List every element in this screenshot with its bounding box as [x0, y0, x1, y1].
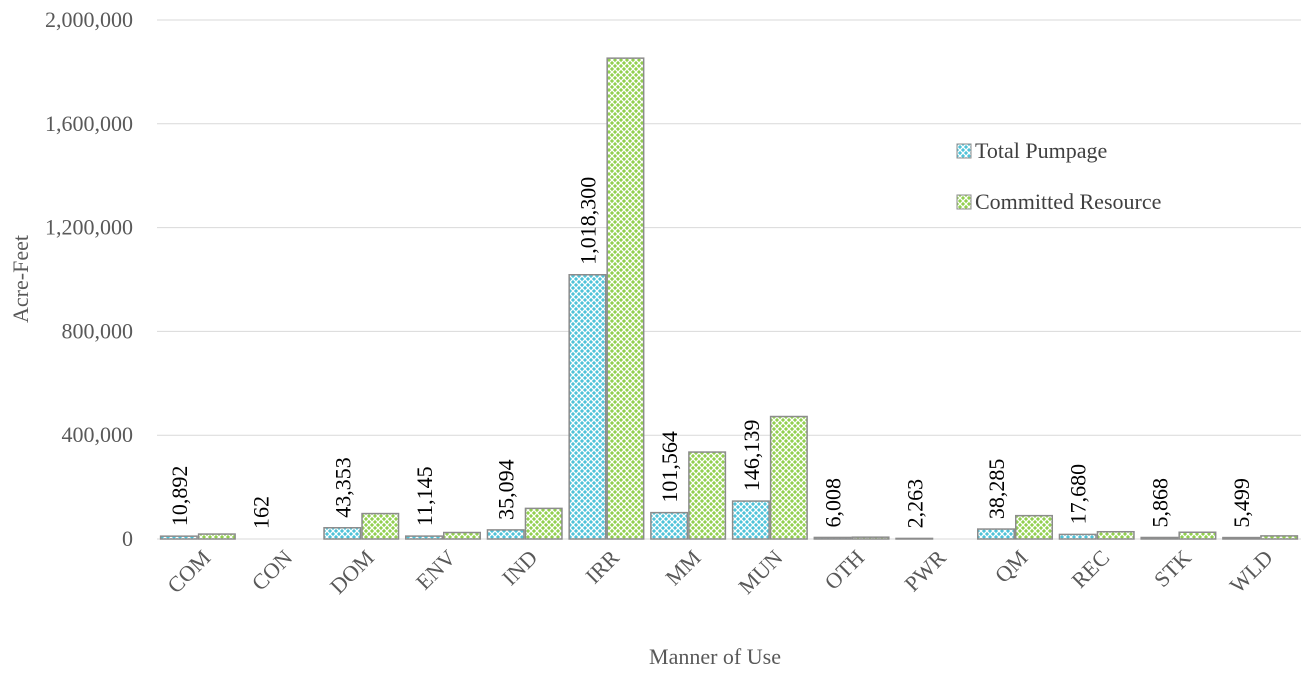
data-label-stk: 5,868 — [1147, 478, 1172, 528]
data-label-con: 162 — [249, 496, 274, 529]
bar-committed-resource-rec — [1097, 532, 1134, 539]
y-tick-label: 2,000,000 — [45, 7, 133, 32]
x-tick-label-mm: MM — [660, 545, 705, 590]
y-axis-title: Acre-Feet — [8, 235, 33, 323]
bar-committed-resource-com — [199, 534, 236, 539]
data-label-env: 11,145 — [412, 466, 437, 526]
bar-committed-resource-dom — [362, 514, 399, 539]
bar-committed-resource-qm — [1016, 516, 1053, 539]
bar-total-pumpage-ind — [487, 530, 524, 539]
x-axis-category-labels: COM CON DOM ENV IND IRR MM MUN OTH PWR QM REC STK WLD — [162, 545, 1277, 599]
bar-committed-resource-env — [444, 533, 481, 539]
bar-committed-resource-mm — [689, 452, 726, 539]
bar-total-pumpage-mm — [651, 513, 688, 539]
y-tick-label: 1,200,000 — [45, 215, 133, 240]
bar-total-pumpage-irr — [569, 275, 606, 539]
data-label-com: 10,892 — [167, 466, 192, 527]
x-tick-label-com: COM — [162, 545, 215, 598]
bar-total-pumpage-wld — [1223, 538, 1260, 539]
x-axis-title: Manner of Use — [649, 644, 781, 669]
legend-label-total-pumpage: Total Pumpage — [975, 138, 1107, 163]
x-tick-label-con: CON — [247, 545, 298, 596]
bar-total-pumpage-dom — [324, 528, 361, 539]
data-label-mm: 101,564 — [657, 431, 682, 503]
x-tick-label-stk: STK — [1149, 545, 1196, 592]
x-tick-label-env: ENV — [411, 545, 461, 595]
bar-committed-resource-oth — [852, 537, 889, 539]
bar-total-pumpage-com — [161, 536, 198, 539]
bar-total-pumpage-pwr — [896, 538, 933, 539]
x-tick-label-irr: IRR — [580, 545, 624, 589]
data-label-pwr: 2,263 — [902, 479, 927, 529]
x-tick-label-mun: MUN — [733, 545, 787, 599]
y-tick-label: 400,000 — [62, 422, 134, 447]
data-label-qm: 38,285 — [984, 459, 1009, 520]
bar-total-pumpage-stk — [1141, 537, 1178, 539]
x-tick-label-rec: REC — [1066, 545, 1114, 593]
y-tick-label: 1,600,000 — [45, 111, 133, 136]
legend-label-committed-resource: Committed Resource — [975, 189, 1161, 214]
legend-swatch-total-pumpage — [957, 144, 971, 158]
legend-item-total-pumpage: Total Pumpage — [957, 138, 1107, 163]
x-tick-label-qm: QM — [990, 545, 1033, 588]
data-label-oth: 6,008 — [821, 478, 846, 528]
bar-committed-resource-stk — [1179, 532, 1216, 539]
bar-committed-resource-mun — [771, 417, 808, 539]
data-label-wld: 5,499 — [1229, 478, 1254, 528]
data-label-irr: 1,018,300 — [575, 177, 600, 265]
bar-committed-resource-wld — [1261, 536, 1298, 539]
legend-item-committed-resource: Committed Resource — [957, 189, 1161, 214]
x-tick-label-pwr: PWR — [899, 545, 951, 597]
y-tick-label: 0 — [122, 526, 133, 551]
legend: Total Pumpage Committed Resource — [957, 138, 1161, 214]
data-label-rec: 17,680 — [1066, 464, 1091, 525]
y-tick-label: 800,000 — [62, 318, 134, 343]
gridlines — [157, 20, 1301, 539]
bar-total-pumpage-oth — [814, 537, 851, 539]
bar-total-pumpage-qm — [978, 529, 1015, 539]
data-label-dom: 43,353 — [330, 457, 355, 518]
x-tick-label-dom: DOM — [325, 545, 379, 599]
y-axis-tick-labels: 0 400,000 800,000 1,200,000 1,600,000 2,000,0… — [45, 7, 133, 551]
legend-swatch-committed-resource — [957, 195, 971, 209]
data-label-ind: 35,094 — [494, 459, 519, 520]
x-tick-label-ind: IND — [497, 545, 542, 590]
x-tick-label-wld: WLD — [1225, 545, 1278, 598]
bar-committed-resource-irr — [607, 58, 644, 539]
bar-total-pumpage-mun — [733, 501, 770, 539]
bar-total-pumpage-rec — [1059, 534, 1096, 539]
x-tick-label-oth: OTH — [819, 545, 869, 595]
bar-total-pumpage-env — [406, 536, 443, 539]
bar-committed-resource-ind — [525, 508, 562, 539]
data-label-mun: 146,139 — [739, 420, 764, 492]
